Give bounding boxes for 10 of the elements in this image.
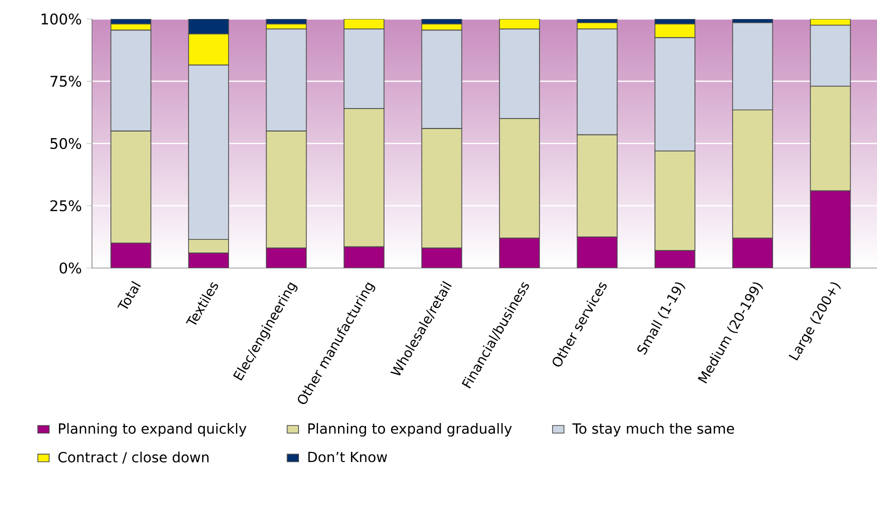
legend-label: Don’t Know [308, 452, 388, 462]
y-tick-label: 50% [50, 138, 82, 150]
y-tick-label: 75% [50, 76, 82, 87]
legend-label: Planning to expand quickly [58, 423, 246, 437]
y-tick-label: 0% [60, 262, 82, 274]
y-tick-label: 100% [42, 13, 82, 25]
legend-label: To stay much the same [572, 423, 734, 437]
legend-label: Contract / close down [58, 452, 209, 464]
y-tick-label: 25% [50, 200, 82, 212]
legend-label: Planning to expand gradually [308, 423, 512, 437]
